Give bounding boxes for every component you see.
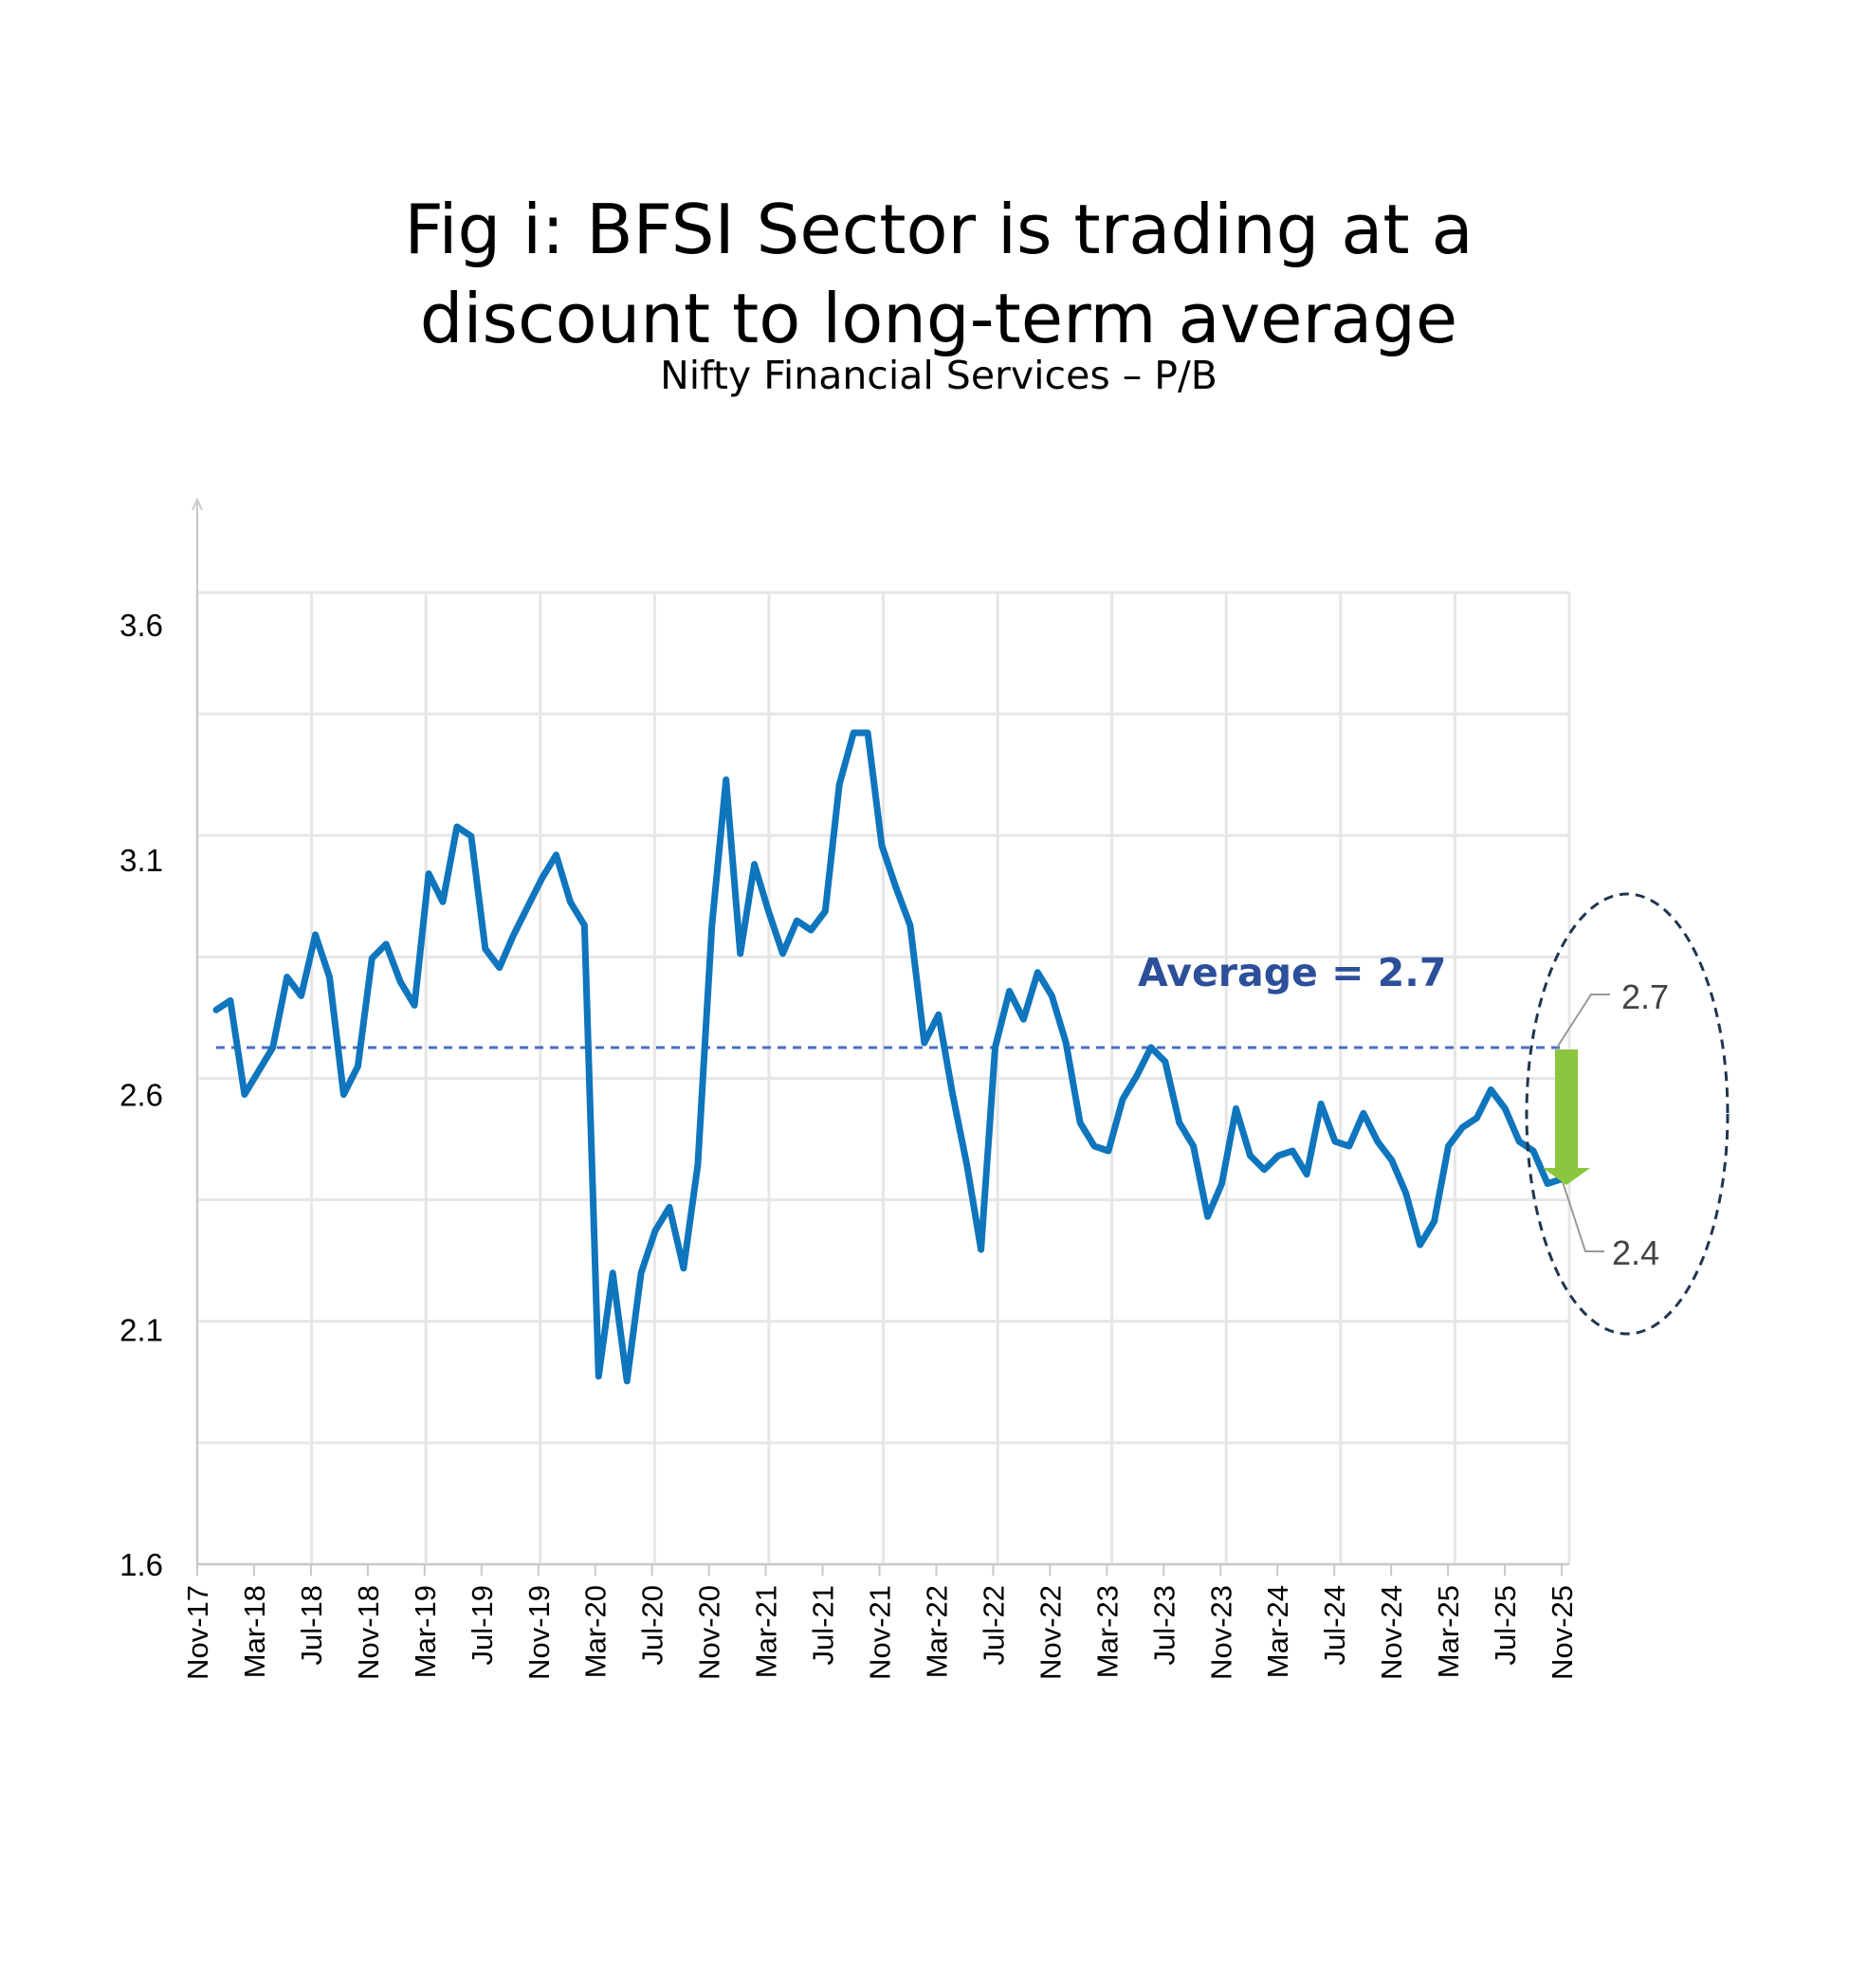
x-tick-label: Nov-18 bbox=[352, 1585, 385, 1680]
down-arrow-icon bbox=[1543, 1049, 1590, 1185]
x-tick-label: Nov-17 bbox=[181, 1585, 214, 1680]
callout-low-label: 2.4 bbox=[1612, 1233, 1659, 1272]
x-tick-label: Nov-23 bbox=[1204, 1585, 1237, 1680]
x-tick-label: Nov-25 bbox=[1546, 1585, 1579, 1680]
x-tick-label: Jul-21 bbox=[807, 1585, 840, 1665]
x-axis-ticks: Nov-17 Mar-18 Jul-18 Nov-18 Mar-19 Jul-19 Nov-… bbox=[181, 1564, 1579, 1680]
chart-title: Fig i: BFSI Sector is trading at a disco… bbox=[0, 185, 1849, 363]
x-tick-label: Nov-24 bbox=[1375, 1585, 1408, 1680]
y-tick-label: 2.1 bbox=[119, 1312, 163, 1347]
x-tick-label: Mar-21 bbox=[750, 1585, 783, 1678]
chart-subtitle: Nifty Financial Services – P/B bbox=[660, 353, 1217, 398]
callout-ellipse bbox=[1525, 892, 1730, 1336]
x-tick-label: Nov-19 bbox=[522, 1585, 556, 1680]
y-tick-label: 3.1 bbox=[119, 843, 163, 878]
title-line-1: Fig i: BFSI Sector is trading at a bbox=[404, 190, 1474, 269]
x-tick-label: Mar-23 bbox=[1090, 1585, 1124, 1678]
x-tick-label: Mar-20 bbox=[579, 1585, 613, 1678]
callout-leader-high bbox=[1556, 994, 1610, 1049]
x-tick-label: Nov-21 bbox=[864, 1585, 897, 1680]
y-tick-label: 3.6 bbox=[119, 608, 163, 643]
title-line-2: discount to long-term average bbox=[419, 279, 1458, 358]
x-tick-label: Mar-19 bbox=[409, 1585, 442, 1678]
y-tick-label: 1.6 bbox=[119, 1547, 163, 1582]
series-group bbox=[212, 729, 1565, 1385]
callout-leader-low bbox=[1561, 1178, 1604, 1252]
grid bbox=[195, 591, 1571, 1566]
x-tick-label: Mar-22 bbox=[920, 1585, 953, 1678]
axes bbox=[192, 497, 1569, 1565]
x-tick-label: Jul-22 bbox=[977, 1585, 1010, 1665]
series-line bbox=[212, 729, 1565, 1385]
y-tick-label: 2.6 bbox=[119, 1078, 163, 1113]
callout-high-label: 2.7 bbox=[1621, 977, 1669, 1016]
y-axis-arrow-icon bbox=[192, 497, 203, 511]
x-tick-label: Nov-22 bbox=[1034, 1585, 1067, 1680]
x-tick-label: Jul-25 bbox=[1489, 1585, 1522, 1665]
x-tick-label: Nov-20 bbox=[693, 1585, 726, 1680]
average-label: Average = 2.7 bbox=[1138, 950, 1446, 995]
x-tick-label: Jul-20 bbox=[636, 1585, 669, 1665]
x-tick-label: Mar-25 bbox=[1432, 1585, 1465, 1678]
y-axis-ticks: 1.6 2.1 2.6 3.1 3.6 bbox=[119, 608, 163, 1582]
callout-group: Average = 2.7 2.7 2.4 bbox=[1138, 892, 1730, 1336]
x-tick-label: Jul-19 bbox=[466, 1585, 499, 1665]
x-tick-label: Jul-24 bbox=[1318, 1585, 1351, 1665]
x-tick-label: Jul-18 bbox=[295, 1585, 328, 1665]
x-tick-label: Jul-23 bbox=[1147, 1585, 1181, 1665]
x-tick-label: Mar-24 bbox=[1261, 1585, 1294, 1678]
x-tick-label: Mar-18 bbox=[238, 1585, 271, 1678]
